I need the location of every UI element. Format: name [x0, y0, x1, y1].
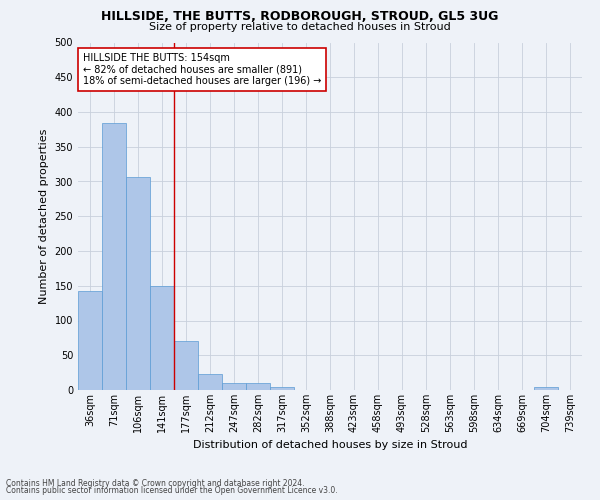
Bar: [246, 383, 270, 390]
Bar: [534, 386, 558, 390]
Bar: [102, 123, 126, 390]
X-axis label: Distribution of detached houses by size in Stroud: Distribution of detached houses by size …: [193, 440, 467, 450]
Bar: [174, 342, 198, 390]
Bar: [270, 386, 294, 390]
Y-axis label: Number of detached properties: Number of detached properties: [39, 128, 49, 304]
Text: HILLSIDE THE BUTTS: 154sqm
← 82% of detached houses are smaller (891)
18% of sem: HILLSIDE THE BUTTS: 154sqm ← 82% of deta…: [83, 53, 322, 86]
Text: Contains HM Land Registry data © Crown copyright and database right 2024.: Contains HM Land Registry data © Crown c…: [6, 478, 305, 488]
Bar: [150, 286, 174, 390]
Bar: [198, 374, 222, 390]
Bar: [222, 383, 246, 390]
Bar: [126, 176, 150, 390]
Bar: [78, 290, 102, 390]
Text: Size of property relative to detached houses in Stroud: Size of property relative to detached ho…: [149, 22, 451, 32]
Text: HILLSIDE, THE BUTTS, RODBOROUGH, STROUD, GL5 3UG: HILLSIDE, THE BUTTS, RODBOROUGH, STROUD,…: [101, 10, 499, 23]
Text: Contains public sector information licensed under the Open Government Licence v3: Contains public sector information licen…: [6, 486, 338, 495]
